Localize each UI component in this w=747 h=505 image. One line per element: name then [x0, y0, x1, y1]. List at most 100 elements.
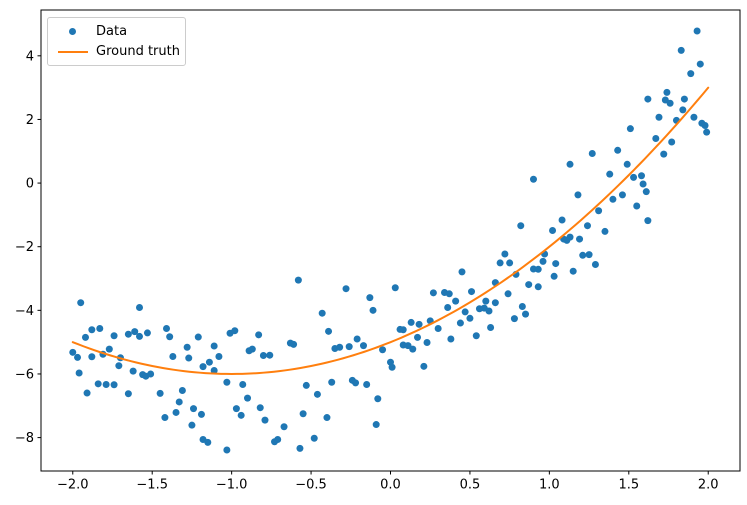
data-point — [366, 294, 374, 302]
data-point — [374, 395, 382, 403]
data-point — [135, 332, 143, 340]
data-point — [588, 149, 596, 157]
legend: Data Ground truth — [47, 17, 186, 66]
data-point — [369, 306, 377, 314]
data-point — [147, 370, 155, 378]
data-point — [690, 113, 698, 121]
data-point — [517, 222, 525, 230]
data-point — [644, 217, 652, 225]
data-point — [280, 423, 288, 431]
data-point — [423, 338, 431, 346]
y-tick-label: −6 — [15, 367, 34, 382]
data-point — [429, 289, 437, 297]
data-point — [345, 343, 353, 351]
data-point — [352, 379, 360, 387]
data-point — [77, 299, 85, 307]
data-point — [456, 319, 464, 327]
data-point — [88, 326, 96, 334]
data-point — [407, 318, 415, 326]
data-point — [655, 113, 663, 121]
data-point — [124, 390, 132, 398]
data-point — [623, 160, 631, 168]
data-point — [679, 106, 687, 114]
data-point — [256, 404, 264, 412]
data-point — [178, 387, 186, 395]
data-point — [609, 195, 617, 203]
data-point — [668, 138, 676, 146]
data-point — [223, 446, 231, 454]
data-point — [205, 358, 213, 366]
data-point — [318, 309, 326, 317]
data-point — [558, 216, 566, 224]
data-point — [185, 354, 193, 362]
data-point — [660, 150, 668, 158]
data-point — [461, 308, 469, 316]
data-point — [169, 352, 177, 360]
data-point — [96, 324, 104, 332]
data-point — [143, 329, 151, 337]
data-point — [81, 333, 89, 341]
data-point — [388, 363, 396, 371]
data-point — [415, 320, 423, 328]
data-point — [652, 135, 660, 143]
ground-truth-line — [71, 86, 710, 375]
data-point — [693, 27, 701, 35]
data-point — [549, 226, 557, 234]
data-point — [618, 191, 626, 199]
data-point — [248, 345, 256, 353]
data-point — [482, 297, 490, 305]
data-point — [552, 260, 560, 268]
data-point — [237, 411, 245, 419]
line-marker-icon — [57, 50, 88, 53]
legend-label-ground-truth: Ground truth — [96, 44, 180, 59]
y-tick-label: −8 — [15, 431, 34, 446]
data-point — [110, 332, 118, 340]
data-point — [680, 95, 688, 103]
data-point — [644, 95, 652, 103]
axes-frame — [40, 9, 741, 472]
data-point — [666, 99, 674, 107]
data-point — [266, 351, 274, 359]
data-point — [110, 381, 118, 389]
data-point — [239, 380, 247, 388]
data-point — [444, 303, 452, 311]
data-point — [529, 175, 537, 183]
data-point — [491, 299, 499, 307]
x-tick-label: −1.0 — [216, 478, 248, 493]
data-point — [485, 307, 493, 315]
data-point — [299, 410, 307, 418]
y-tick-label: −2 — [15, 240, 34, 255]
data-point — [601, 227, 609, 235]
data-point — [642, 188, 650, 196]
data-point — [296, 444, 304, 452]
data-point — [294, 276, 302, 284]
data-point — [363, 380, 371, 388]
data-point — [328, 378, 336, 386]
data-point — [703, 128, 711, 136]
data-point — [102, 380, 110, 388]
data-point — [190, 405, 198, 413]
data-point — [232, 405, 240, 413]
data-point — [579, 251, 587, 259]
data-point — [105, 345, 113, 353]
data-point — [166, 333, 174, 341]
data-point — [583, 222, 591, 230]
data-point — [614, 146, 622, 154]
data-point — [550, 272, 558, 280]
data-point — [274, 436, 282, 444]
data-point — [223, 378, 231, 386]
data-point — [83, 389, 91, 397]
data-point — [626, 125, 634, 133]
legend-marker-cell — [57, 28, 88, 35]
data-point — [606, 170, 614, 178]
data-point — [468, 288, 476, 296]
scatter-marker-icon — [69, 28, 76, 35]
data-point — [255, 331, 263, 339]
data-point — [534, 265, 542, 273]
x-tick-label: −0.5 — [295, 478, 327, 493]
data-point — [215, 352, 223, 360]
data-point — [359, 342, 367, 350]
legend-marker-cell — [57, 50, 88, 53]
data-point — [115, 362, 123, 370]
